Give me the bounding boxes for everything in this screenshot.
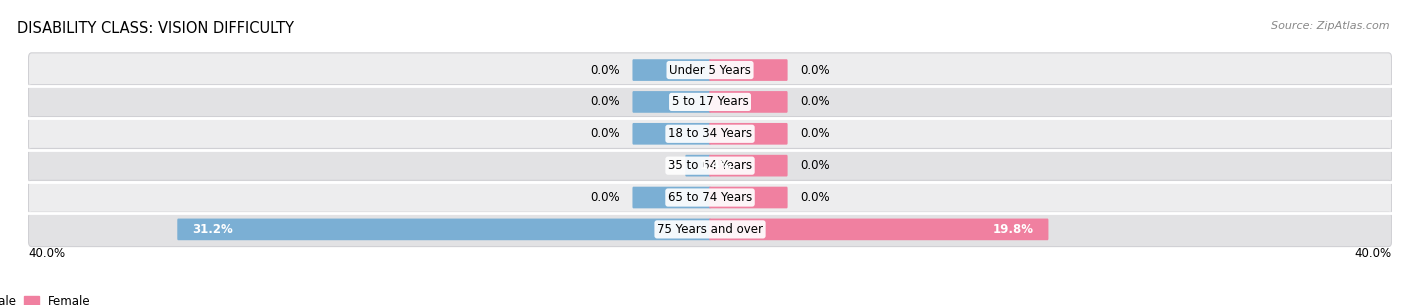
FancyBboxPatch shape	[709, 123, 787, 145]
Text: 18 to 34 Years: 18 to 34 Years	[668, 127, 752, 140]
Text: 0.0%: 0.0%	[591, 191, 620, 204]
Text: 0.0%: 0.0%	[591, 95, 620, 108]
FancyBboxPatch shape	[633, 187, 711, 208]
FancyBboxPatch shape	[709, 91, 787, 113]
FancyBboxPatch shape	[709, 155, 787, 177]
Text: 75 Years and over: 75 Years and over	[657, 223, 763, 236]
FancyBboxPatch shape	[177, 219, 711, 240]
FancyBboxPatch shape	[709, 59, 787, 81]
Text: 19.8%: 19.8%	[993, 223, 1033, 236]
Legend: Male, Female: Male, Female	[0, 290, 96, 305]
FancyBboxPatch shape	[685, 155, 711, 177]
FancyBboxPatch shape	[633, 91, 711, 113]
FancyBboxPatch shape	[28, 180, 1392, 215]
Text: 5 to 17 Years: 5 to 17 Years	[672, 95, 748, 108]
Text: 65 to 74 Years: 65 to 74 Years	[668, 191, 752, 204]
Text: Under 5 Years: Under 5 Years	[669, 63, 751, 77]
Text: 0.0%: 0.0%	[800, 191, 830, 204]
FancyBboxPatch shape	[709, 187, 787, 208]
Text: 31.2%: 31.2%	[191, 223, 232, 236]
FancyBboxPatch shape	[709, 219, 1049, 240]
Text: 0.0%: 0.0%	[591, 127, 620, 140]
FancyBboxPatch shape	[28, 117, 1392, 151]
Text: 40.0%: 40.0%	[1355, 247, 1392, 260]
Text: 0.0%: 0.0%	[800, 159, 830, 172]
Text: DISABILITY CLASS: VISION DIFFICULTY: DISABILITY CLASS: VISION DIFFICULTY	[17, 21, 294, 36]
Text: Source: ZipAtlas.com: Source: ZipAtlas.com	[1271, 21, 1389, 31]
Text: 0.0%: 0.0%	[591, 63, 620, 77]
Text: 1.4%: 1.4%	[700, 159, 733, 172]
Text: 40.0%: 40.0%	[28, 247, 65, 260]
FancyBboxPatch shape	[633, 59, 711, 81]
Text: 0.0%: 0.0%	[800, 127, 830, 140]
FancyBboxPatch shape	[28, 85, 1392, 119]
Text: 0.0%: 0.0%	[800, 95, 830, 108]
FancyBboxPatch shape	[28, 212, 1392, 247]
FancyBboxPatch shape	[28, 149, 1392, 183]
FancyBboxPatch shape	[28, 53, 1392, 87]
FancyBboxPatch shape	[633, 123, 711, 145]
Text: 0.0%: 0.0%	[800, 63, 830, 77]
Text: 35 to 64 Years: 35 to 64 Years	[668, 159, 752, 172]
